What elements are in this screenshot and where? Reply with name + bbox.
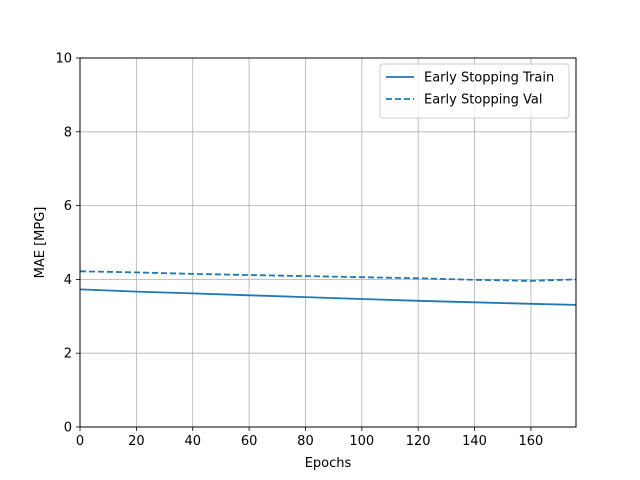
y-tick-label: 0 [64, 421, 72, 436]
x-tick-label: 0 [76, 434, 84, 449]
legend-label-2: Early Stopping Val [424, 93, 542, 108]
series-line-1 [79, 288, 577, 306]
y-tick-label: 6 [64, 199, 72, 214]
x-tick-label: 140 [462, 434, 487, 449]
x-tick-label: 100 [349, 434, 374, 449]
x-tick-label: 40 [184, 434, 201, 449]
series-layer [79, 270, 577, 306]
y-tick-label: 8 [64, 125, 72, 140]
y-tick-label: 10 [55, 52, 72, 67]
ticks: 0 20 40 60 80 100 120 140 160 0 2 4 6 8 10 [55, 52, 543, 450]
x-tick-label: 80 [297, 434, 314, 449]
series-line-2 [79, 270, 577, 282]
x-axis-label: Epochs [305, 456, 352, 471]
x-tick-label: 160 [518, 434, 543, 449]
y-axis-label: MAE [MPG] [33, 207, 48, 279]
legend-label-1: Early Stopping Train [424, 71, 554, 86]
y-tick-label: 2 [64, 347, 72, 362]
x-tick-label: 60 [241, 434, 258, 449]
x-tick-label: 120 [406, 434, 431, 449]
legend-box [379, 63, 570, 119]
x-tick-label: 20 [128, 434, 145, 449]
plot-frame [79, 57, 577, 428]
y-tick-label: 4 [64, 273, 72, 288]
legend: Early Stopping Train Early Stopping Val [379, 63, 570, 119]
